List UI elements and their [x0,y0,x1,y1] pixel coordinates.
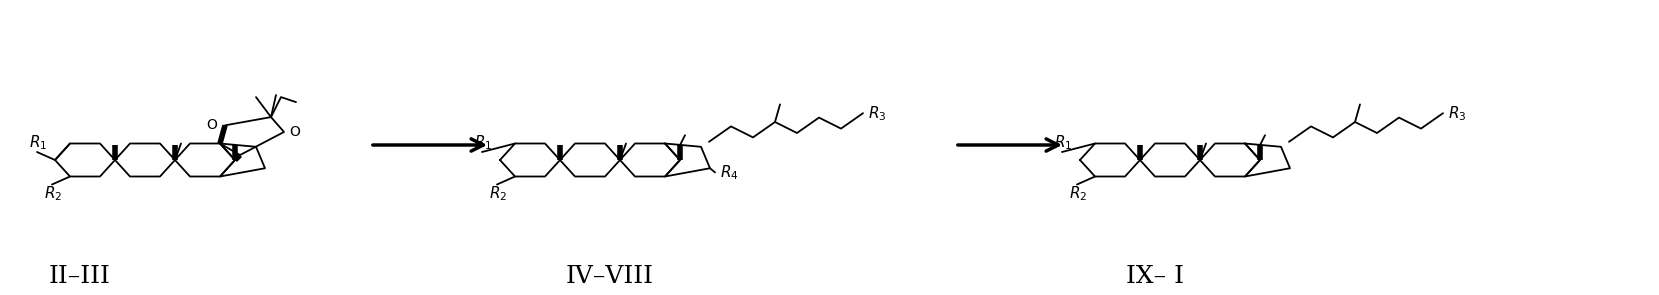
Text: $R_3$: $R_3$ [868,104,886,122]
Text: $R_2$: $R_2$ [489,184,508,203]
Text: O: O [289,125,300,139]
Text: $R_2$: $R_2$ [1068,184,1087,203]
Text: $R_4$: $R_4$ [720,163,738,182]
Text: IX– I: IX– I [1126,265,1185,288]
Text: $R_1$: $R_1$ [1053,133,1072,152]
Text: II–III: II–III [50,265,111,288]
Text: $R_1$: $R_1$ [28,133,46,152]
Text: IV–VIII: IV–VIII [566,265,654,288]
Text: O: O [206,118,217,132]
Text: $R_3$: $R_3$ [1448,104,1467,122]
Text: $R_1$: $R_1$ [474,133,493,152]
Text: $R_2$: $R_2$ [43,184,61,203]
